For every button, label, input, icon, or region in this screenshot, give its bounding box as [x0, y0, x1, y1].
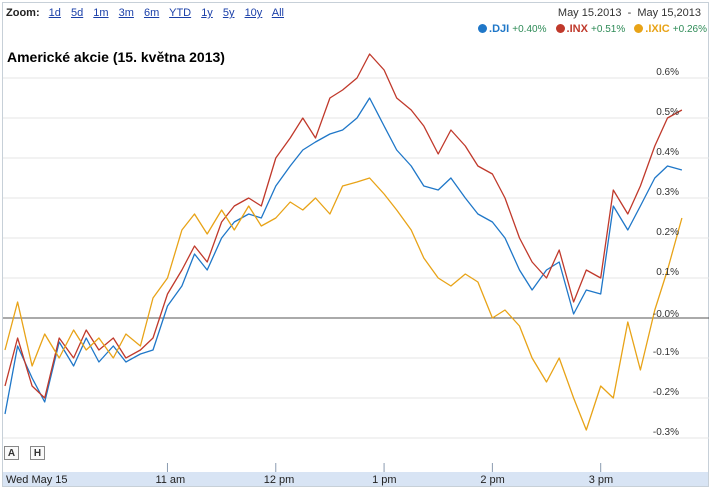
y-tick-label: 0.2% [656, 227, 679, 238]
x-tick-label: 11 am [155, 474, 186, 486]
legend-dot-inx [555, 24, 565, 33]
x-tick-label: Wed May 15 [6, 474, 68, 486]
x-tick-label: 1 pm [372, 474, 397, 486]
y-tick-label: -0.2% [653, 387, 679, 398]
legend-item-dji[interactable]: .DJI +0.40% [478, 23, 550, 35]
zoom-option-1d[interactable]: 1d [48, 7, 61, 19]
zoom-option-6m[interactable]: 6m [143, 7, 160, 19]
zoom-option-ytd[interactable]: YTD [169, 7, 192, 19]
legend-change-ixic: +0.26% [672, 24, 707, 35]
chart-title: Americké akcie (15. května 2013) [7, 49, 225, 65]
series-line-dji [4, 97, 683, 415]
zoom-option-3m[interactable]: 3m [118, 7, 134, 19]
legend-symbol-dji: .DJI [489, 23, 510, 35]
y-tick-label: -0.1% [653, 347, 679, 358]
annotation-button-a[interactable]: A [4, 446, 19, 460]
date-range: May 15.2013 - May 15,2013 [557, 7, 701, 19]
series-lines [4, 53, 683, 431]
grid-lines [3, 77, 709, 472]
zoom-option-1m[interactable]: 1m [93, 7, 109, 19]
legend-dot-ixic [634, 24, 644, 33]
y-tick-label: -0.0% [653, 309, 679, 320]
y-axis-labels: 0.6% 0.5% 0.4% 0.3% 0.2% 0.1% -0.0% -0.1% -0.2% -… [653, 67, 679, 438]
zoom-option-5d[interactable]: 5d [70, 7, 84, 19]
legend-dot-dji [478, 24, 488, 33]
legend-symbol-inx: .INX [566, 23, 588, 35]
y-tick-label: 0.6% [656, 67, 679, 78]
y-tick-label: -0.3% [653, 427, 679, 438]
legend-symbol-ixic: .IXIC [645, 23, 670, 35]
y-tick-label: 0.4% [656, 147, 679, 158]
zoom-option-1y[interactable]: 1y [201, 7, 213, 19]
y-tick-label: 0.3% [656, 187, 679, 198]
zoom-label: Zoom: [6, 7, 40, 19]
series-line-inx [4, 53, 683, 399]
zoom-bar: Zoom: 1d 5d 1m 3m 6m YTD 1y 5y 10y All [6, 7, 291, 19]
zoom-option-all[interactable]: All [271, 7, 284, 19]
time-axis-bar [3, 472, 708, 486]
x-tick-label: 12 pm [263, 474, 295, 486]
series-line-ixic [4, 177, 683, 431]
legend-change-dji: +0.40% [512, 24, 547, 35]
legend-item-ixic[interactable]: .IXIC +0.26% [634, 23, 707, 35]
y-tick-label: 0.1% [656, 267, 679, 278]
zoom-option-10y[interactable]: 10y [244, 7, 263, 19]
annotation-button-h[interactable]: H [30, 446, 45, 460]
y-tick-label: 0.5% [656, 107, 679, 118]
x-tick-label: 2 pm [480, 474, 505, 486]
legend-item-inx[interactable]: .INX +0.51% [555, 23, 629, 35]
zoom-option-5y[interactable]: 5y [222, 7, 235, 19]
x-tick-label: 3 pm [588, 474, 614, 486]
legend-change-inx: +0.51% [591, 24, 626, 35]
legend: .DJI +0.40% .INX +0.51% .IXIC +0.26% [472, 23, 707, 35]
